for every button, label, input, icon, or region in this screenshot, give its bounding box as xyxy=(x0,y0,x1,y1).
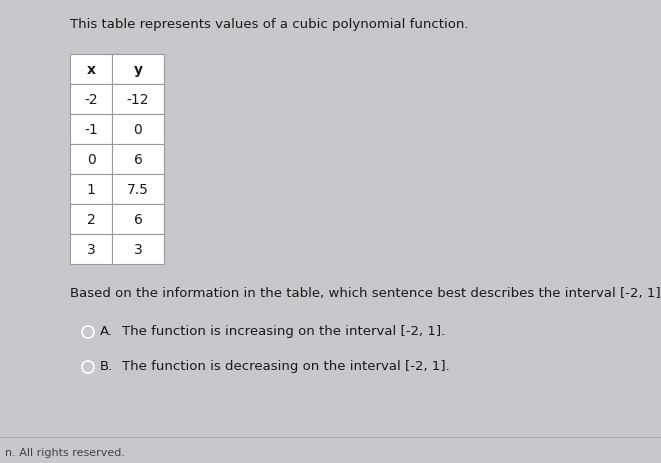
Text: 0: 0 xyxy=(87,153,95,167)
Text: n. All rights reserved.: n. All rights reserved. xyxy=(5,447,125,457)
Bar xyxy=(70,205,112,234)
Text: The function is increasing on the interval [-2, 1].: The function is increasing on the interv… xyxy=(122,324,446,337)
Text: 6: 6 xyxy=(134,153,142,167)
Text: The function is decreasing on the interval [-2, 1].: The function is decreasing on the interv… xyxy=(122,359,449,372)
Text: -12: -12 xyxy=(127,93,149,107)
Text: A.: A. xyxy=(100,324,113,337)
Text: 0: 0 xyxy=(134,123,142,137)
Bar xyxy=(70,234,112,264)
Bar xyxy=(112,115,164,144)
Bar xyxy=(70,115,112,144)
Text: 1: 1 xyxy=(87,182,95,197)
Text: This table represents values of a cubic polynomial function.: This table represents values of a cubic … xyxy=(70,18,469,31)
Bar xyxy=(112,144,164,175)
Text: y: y xyxy=(134,63,143,77)
Bar xyxy=(112,175,164,205)
Bar xyxy=(112,205,164,234)
Text: 6: 6 xyxy=(134,213,142,226)
Bar xyxy=(112,234,164,264)
Text: B.: B. xyxy=(100,359,113,372)
Text: Based on the information in the table, which sentence best describes the interva: Based on the information in the table, w… xyxy=(70,287,661,300)
Bar xyxy=(70,144,112,175)
Text: x: x xyxy=(87,63,95,77)
Bar xyxy=(70,85,112,115)
Text: -2: -2 xyxy=(84,93,98,107)
Bar xyxy=(112,55,164,85)
Bar xyxy=(70,55,112,85)
Text: 3: 3 xyxy=(87,243,95,257)
Bar xyxy=(112,85,164,115)
Text: 7.5: 7.5 xyxy=(127,182,149,197)
Bar xyxy=(70,175,112,205)
Text: -1: -1 xyxy=(84,123,98,137)
Text: 2: 2 xyxy=(87,213,95,226)
Text: 3: 3 xyxy=(134,243,142,257)
